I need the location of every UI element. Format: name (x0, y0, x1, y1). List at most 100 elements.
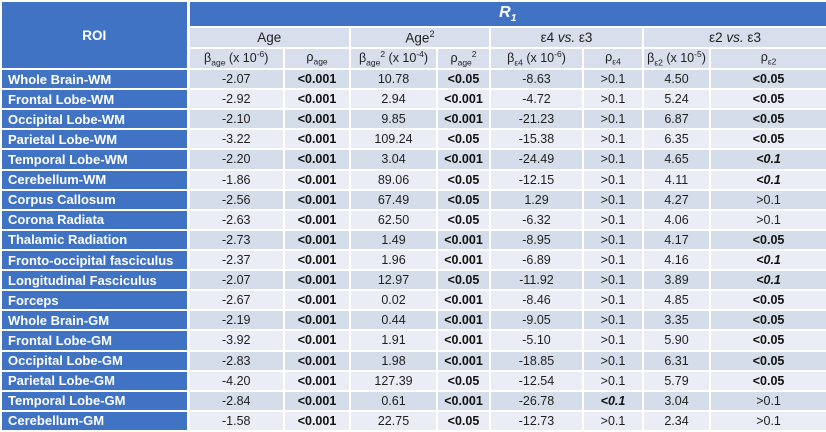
table-row: Parietal Lobe-GM -4.20 <0.001 127.39 <0.05 -1… (0, 369, 826, 392)
value-cell: >0.1 (582, 409, 644, 432)
value-cell: >0.1 (582, 148, 644, 171)
value-cell: <0.001 (436, 228, 491, 251)
value-cell: <0.05 (436, 369, 491, 392)
value-cell: >0.1 (708, 389, 826, 412)
value-cell: <0.1 (708, 248, 826, 272)
value-cell: -2.19 (187, 309, 285, 332)
table-row: Temporal Lobe-GM -2.84 <0.001 0.61 <0.001 -26… (0, 389, 826, 412)
value-cell: <0.001 (283, 248, 351, 272)
value-cell: -2.20 (187, 148, 285, 171)
value-cell: -3.22 (187, 128, 285, 151)
value-cell: -21.23 (489, 108, 584, 131)
value-cell: 4.11 (642, 168, 711, 191)
row-label: Whole Brain-GM (0, 309, 190, 332)
value-cell: -2.56 (187, 188, 285, 211)
row-label: Parietal Lobe-GM (0, 369, 190, 392)
table-title: R1 (186, 0, 826, 28)
value-cell: 0.02 (349, 289, 438, 312)
col-header-p-e4: ρε4 (582, 47, 644, 70)
value-cell: 4.17 (642, 228, 711, 251)
value-cell: -15.38 (489, 128, 584, 151)
value-cell: <0.1 (708, 148, 826, 171)
value-cell: 2.34 (642, 409, 711, 432)
value-cell: >0.1 (708, 208, 826, 231)
value-cell: <0.05 (436, 67, 491, 91)
value-cell: <0.05 (436, 269, 491, 292)
value-cell: 3.04 (349, 148, 438, 171)
value-cell: -2.83 (187, 349, 285, 372)
value-cell: <0.001 (436, 329, 491, 352)
col-header-beta-age: βage (x 10-6) (187, 47, 285, 70)
value-cell: <0.001 (283, 128, 351, 151)
col-header-beta-age2: βage2 (x 10-4) (349, 47, 438, 70)
col-header-p-age2: ρage2 (436, 47, 491, 70)
value-cell: <0.001 (283, 369, 351, 392)
value-cell: <0.001 (283, 309, 351, 332)
value-cell: 0.61 (349, 389, 438, 412)
value-cell: -2.67 (187, 289, 285, 312)
value-cell: 5.24 (642, 88, 711, 111)
value-cell: -18.85 (489, 349, 584, 372)
value-cell: 4.06 (642, 208, 711, 231)
value-cell: >0.1 (582, 188, 644, 211)
value-cell: <0.001 (436, 289, 491, 312)
value-cell: <0.001 (283, 329, 351, 352)
value-cell: 1.49 (349, 228, 438, 251)
table-row: Occipital Lobe-GM -2.83 <0.001 1.98 <0.001 -1… (0, 349, 826, 372)
table-row: Temporal Lobe-WM -2.20 <0.001 3.04 <0.001 -24… (0, 148, 826, 171)
value-cell: <0.001 (283, 88, 351, 111)
value-cell: 4.65 (642, 148, 711, 171)
row-label: Cerebellum-WM (0, 168, 190, 191)
value-cell: <0.001 (283, 269, 351, 292)
value-cell: >0.1 (582, 88, 644, 111)
table-row: Forceps -2.67 <0.001 0.02 <0.001 -8.46 >0.1 4.8… (0, 289, 826, 312)
value-cell: 4.16 (642, 248, 711, 272)
value-cell: <0.001 (283, 389, 351, 412)
value-cell: -12.54 (489, 369, 584, 392)
value-cell: 3.89 (642, 269, 711, 292)
value-cell: >0.1 (582, 208, 644, 231)
value-cell: <0.001 (283, 349, 351, 372)
value-cell: 10.78 (349, 67, 438, 91)
value-cell: -5.10 (489, 329, 584, 352)
row-label: Whole Brain-WM (0, 67, 190, 91)
roi-column-header: ROI (0, 0, 190, 70)
value-cell: <0.05 (708, 88, 826, 111)
value-cell: <0.05 (708, 369, 826, 392)
value-cell: -6.89 (489, 248, 584, 272)
value-cell: <0.05 (708, 67, 826, 91)
row-label: Forceps (0, 289, 190, 312)
value-cell: >0.1 (582, 248, 644, 272)
group-header-age-squared: Age2 (349, 26, 491, 49)
value-cell: <0.001 (436, 88, 491, 111)
table-row: Longitudinal Fasciculus -2.07 <0.001 12.97 <… (0, 269, 826, 292)
value-cell: -2.10 (187, 108, 285, 131)
value-cell: -6.32 (489, 208, 584, 231)
value-cell: <0.001 (436, 389, 491, 412)
value-cell: <0.05 (708, 128, 826, 151)
value-cell: 109.24 (349, 128, 438, 151)
row-label: Temporal Lobe-GM (0, 389, 190, 412)
value-cell: 5.90 (642, 329, 711, 352)
table-row: Fronto-occipital fasciculus -2.37 <0.001 1.… (0, 248, 826, 272)
value-cell: -2.37 (187, 248, 285, 272)
value-cell: >0.1 (708, 409, 826, 432)
table-row: Cerebellum-WM -1.86 <0.001 89.06 <0.05 -12.15… (0, 168, 826, 191)
value-cell: <0.05 (708, 349, 826, 372)
value-cell: -4.72 (489, 88, 584, 111)
value-cell: <0.001 (436, 148, 491, 171)
value-cell: -2.92 (187, 88, 285, 111)
value-cell: >0.1 (582, 289, 644, 312)
value-cell: <0.1 (582, 389, 644, 412)
value-cell: <0.001 (436, 349, 491, 372)
row-label: Parietal Lobe-WM (0, 128, 190, 151)
table-body: Whole Brain-WM -2.07 <0.001 10.78 <0.05 -8.63… (0, 67, 826, 432)
value-cell: <0.001 (283, 289, 351, 312)
value-cell: 4.85 (642, 289, 711, 312)
value-cell: -2.07 (187, 269, 285, 292)
row-label: Cerebellum-GM (0, 409, 190, 432)
value-cell: <0.05 (708, 289, 826, 312)
value-cell: >0.1 (708, 188, 826, 211)
